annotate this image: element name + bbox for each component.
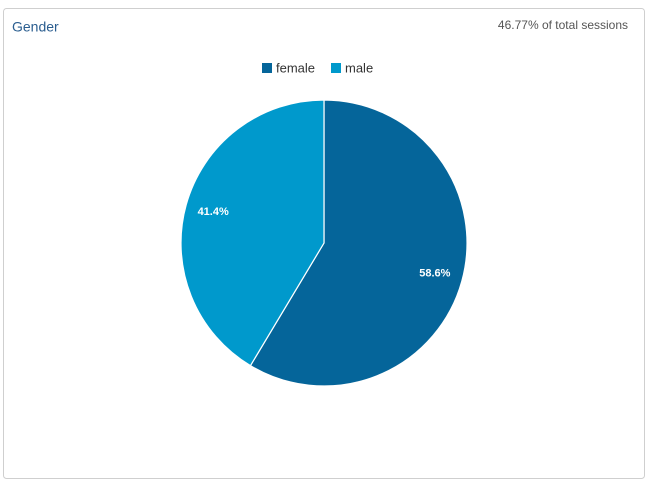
slice-label: 41.4% [198,206,229,218]
pie-slice [249,99,468,387]
legend-label[interactable]: female [276,60,315,75]
legend-swatch [262,63,272,73]
legend-swatch [331,63,341,73]
pie: 58.6% 41.4% [180,99,468,387]
chart-subtitle: 46.77% of total sessions [498,18,628,32]
legend: female male [262,60,373,75]
chart-title: Gender [12,19,59,35]
legend-label[interactable]: male [345,60,373,75]
pie-slice [180,99,325,367]
slice-label: 58.6% [419,268,450,280]
